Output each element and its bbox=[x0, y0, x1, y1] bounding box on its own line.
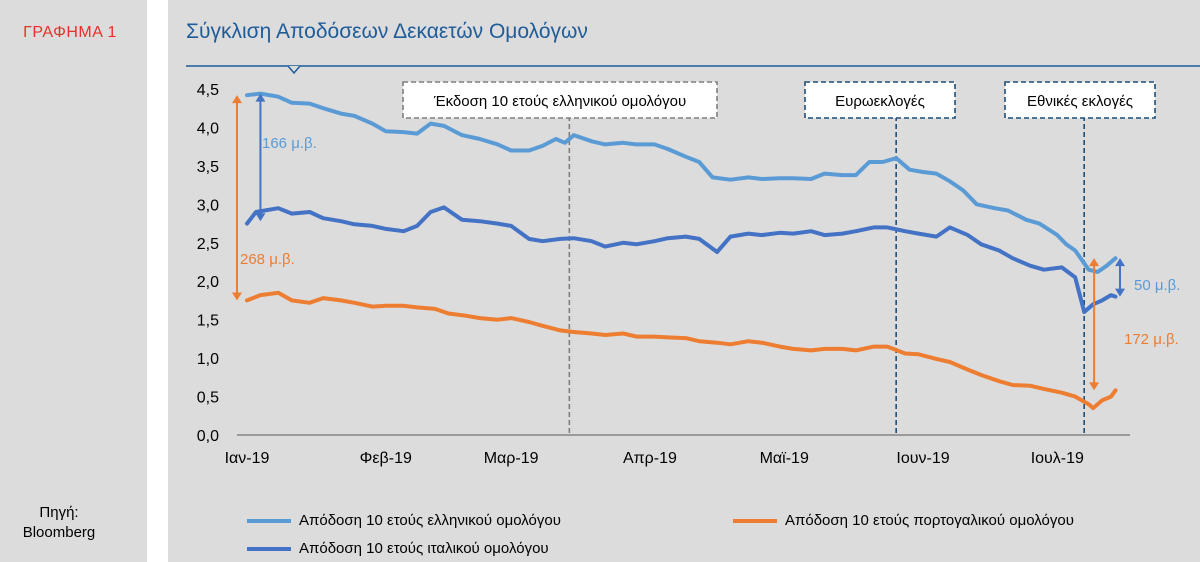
y-tick-label: 1,0 bbox=[197, 351, 219, 368]
spread-arrow-head bbox=[255, 213, 266, 222]
event-marker-box bbox=[402, 81, 718, 119]
spread-arrow-head bbox=[232, 292, 242, 301]
spread-annotation-label: 50 μ.β. bbox=[1134, 277, 1180, 294]
graph-number-label: ΓΡΑΦΗΜΑ 1 bbox=[23, 24, 117, 41]
legend-label: Απόδοση 10 ετούς ελληνικού ομολόγου bbox=[299, 512, 561, 529]
y-tick-label: 2,5 bbox=[197, 236, 219, 253]
y-tick-label: 3,0 bbox=[197, 197, 219, 214]
x-tick-label: Ιαν-19 bbox=[225, 450, 270, 467]
chart-title: Σύγκλιση Αποδόσεων Δεκαετών Ομολόγων bbox=[186, 20, 588, 43]
legend-item: Απόδοση 10 ετούς πορτογαλικού ομολόγου bbox=[733, 512, 1074, 529]
source-label: Πηγή: bbox=[39, 504, 79, 521]
spread-annotation-label: 268 μ.β. bbox=[240, 251, 295, 268]
spread-annotation-label: 172 μ.β. bbox=[1124, 331, 1179, 348]
event-marker-label: Εθνικές εκλογές bbox=[1027, 93, 1133, 110]
y-tick-label: 0,0 bbox=[197, 428, 219, 445]
x-tick-label: Ιουλ-19 bbox=[1031, 450, 1084, 467]
spread-arrow-head bbox=[1089, 382, 1100, 391]
spread-arrow-head bbox=[1115, 288, 1125, 297]
legend-swatch bbox=[247, 518, 291, 523]
series-line bbox=[245, 290, 1118, 411]
title-underline-notch bbox=[287, 65, 301, 75]
x-tick-label: Μαρ-19 bbox=[484, 450, 539, 467]
x-tick-label: Απρ-19 bbox=[623, 450, 677, 467]
y-tick-label: 1,5 bbox=[197, 313, 219, 330]
spread-annotation-label: 166 μ.β. bbox=[262, 135, 317, 152]
legend-swatch bbox=[733, 518, 777, 523]
event-marker-box bbox=[804, 81, 956, 119]
legend-label: Απόδοση 10 ετούς πορτογαλικού ομολόγου bbox=[785, 512, 1074, 529]
legend-item: Απόδοση 10 ετούς ιταλικού ομολόγου bbox=[247, 540, 549, 557]
series-line bbox=[245, 205, 1118, 314]
y-tick-label: 3,5 bbox=[197, 159, 219, 176]
y-tick-label: 0,5 bbox=[197, 390, 219, 407]
legend-label: Απόδοση 10 ετούς ιταλικού ομολόγου bbox=[299, 540, 549, 557]
event-marker-label: Έκδοση 10 ετούς ελληνικού ομολόγου bbox=[433, 93, 686, 110]
spread-arrow-head bbox=[255, 93, 266, 102]
legend-swatch bbox=[247, 546, 291, 551]
y-tick-label: 4,5 bbox=[197, 82, 219, 99]
source-name: Bloomberg bbox=[22, 524, 96, 541]
source-note: Πηγή: Bloomberg bbox=[0, 503, 118, 543]
gap-strip bbox=[147, 0, 168, 562]
x-tick-label: Φεβ-19 bbox=[360, 450, 412, 467]
x-tick-label: Μαϊ-19 bbox=[760, 450, 809, 467]
series-line bbox=[245, 91, 1118, 274]
left-sidebar: ΓΡΑΦΗΜΑ 1 Πηγή: Bloomberg bbox=[0, 0, 147, 562]
x-tick-label: Ιουν-19 bbox=[896, 450, 949, 467]
event-marker-box bbox=[1004, 81, 1156, 119]
event-marker-label: Ευρωεκλογές bbox=[835, 93, 925, 110]
y-tick-label: 4,0 bbox=[197, 120, 219, 137]
spread-arrow-head bbox=[1089, 258, 1100, 267]
y-tick-label: 2,0 bbox=[197, 274, 219, 291]
legend-item: Απόδοση 10 ετούς ελληνικού ομολόγου bbox=[247, 512, 561, 529]
spread-arrow-head bbox=[1115, 258, 1125, 267]
spread-arrow-head bbox=[232, 95, 242, 104]
